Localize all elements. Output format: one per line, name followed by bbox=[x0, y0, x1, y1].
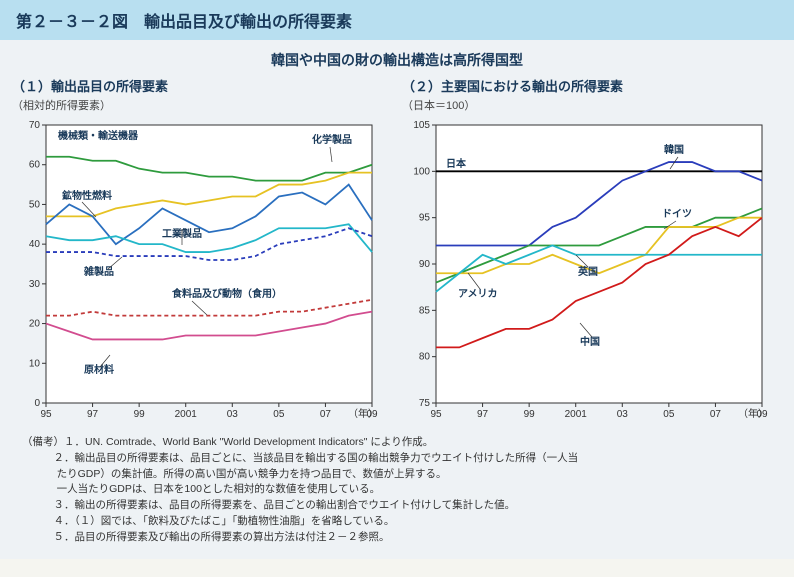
x-unit: （年） bbox=[738, 407, 768, 420]
chart1-subtitle: （相対的所得要素） bbox=[12, 97, 392, 113]
chart2-title: （２）主要国における輸出の所得要素 bbox=[402, 76, 782, 95]
x-tick-label: 07 bbox=[710, 409, 722, 420]
note-1: （備考）１．UN. Comtrade、World Bank "World Dev… bbox=[22, 435, 772, 451]
figure-subtitle: 韓国や中国の財の輸出構造は高所得国型 bbox=[0, 40, 794, 76]
label-china: 中国 bbox=[580, 335, 600, 348]
note-2a: ２．輸出品目の所得要素は、品目ごとに、当該品目を輸出する国の輸出競争力でウエイト… bbox=[22, 451, 772, 467]
label-germany: ドイツ bbox=[662, 208, 692, 220]
x-tick-label: 95 bbox=[430, 409, 442, 420]
note-5: ５．品目の所得要素及び輸出の所得要素の算出方法は付注２－２参照。 bbox=[22, 530, 772, 546]
label-chemical: 化学製品 bbox=[312, 133, 352, 146]
label-food: 食料品及び動物（食用） bbox=[171, 287, 282, 300]
note-3: ３．輸出の所得要素は、品目の所得要素を、品目ごとの輸出割合でウエイト付けして集計… bbox=[22, 498, 772, 514]
chart2-svg: 7580859095100105959799200103050709（年）日本韓… bbox=[402, 117, 772, 427]
note-2b: たりGDP）の集計値。所得の高い国が高い競争力を持つ品目で、数値が上昇する。 bbox=[22, 467, 772, 483]
y-tick-label: 50 bbox=[29, 199, 41, 210]
label-japan: 日本 bbox=[446, 157, 467, 170]
y-tick-label: 70 bbox=[29, 120, 41, 131]
label-korea: 韓国 bbox=[664, 143, 684, 156]
x-unit: （年） bbox=[348, 407, 378, 420]
y-tick-label: 85 bbox=[419, 305, 431, 316]
y-tick-label: 80 bbox=[419, 352, 431, 363]
y-tick-label: 10 bbox=[29, 358, 41, 369]
label-usa: アメリカ bbox=[458, 288, 498, 300]
y-tick-label: 95 bbox=[419, 213, 431, 224]
x-tick-label: 03 bbox=[227, 409, 239, 420]
x-tick-label: 07 bbox=[320, 409, 332, 420]
label-minerals: 鉱物性燃料 bbox=[62, 189, 112, 202]
x-tick-label: 05 bbox=[663, 409, 675, 420]
plot-area bbox=[46, 125, 372, 403]
x-tick-label: 99 bbox=[524, 409, 536, 420]
charts-row: （１）輸出品目の所得要素 （相対的所得要素） 0 10 20 30 40 50 60 70 95… bbox=[0, 76, 794, 427]
label-raw: 原材料 bbox=[84, 363, 114, 376]
chart2-subtitle: （日本＝100） bbox=[402, 97, 782, 113]
note-2c: 一人当たりGDPは、日本を100とした相対的な数値を使用している。 bbox=[22, 482, 772, 498]
y-tick-label: 40 bbox=[29, 239, 41, 250]
x-tick-label: 99 bbox=[134, 409, 146, 420]
x-tick-label: 95 bbox=[40, 409, 52, 420]
figure-container: 第２－３－２図 輸出品目及び輸出の所得要素 韓国や中国の財の輸出構造は高所得国型… bbox=[0, 0, 794, 559]
label-misc: 雑製品 bbox=[83, 265, 114, 278]
chart1-block: （１）輸出品目の所得要素 （相対的所得要素） 0 10 20 30 40 50 60 70 95… bbox=[12, 76, 392, 427]
figure-header: 第２－３－２図 輸出品目及び輸出の所得要素 bbox=[0, 0, 794, 40]
x-tick-label: 2001 bbox=[565, 409, 588, 420]
x-tick-label: 97 bbox=[87, 409, 99, 420]
y-tick-label: 100 bbox=[413, 166, 430, 177]
y-tick-label: 0 bbox=[34, 398, 40, 409]
y-tick-label: 75 bbox=[419, 398, 431, 409]
y-tick-label: 30 bbox=[29, 279, 41, 290]
x-tick-label: 05 bbox=[273, 409, 285, 420]
y-tick-label: 90 bbox=[419, 259, 431, 270]
y-tick-label: 20 bbox=[29, 319, 41, 330]
y-tick-label: 60 bbox=[29, 160, 41, 171]
notes-block: （備考）１．UN. Comtrade、World Bank "World Dev… bbox=[0, 427, 794, 549]
x-tick-label: 2001 bbox=[175, 409, 198, 420]
chart1-svg: 010203040506070959799200103050709（年）機械類・… bbox=[12, 117, 382, 427]
y-tick-label: 105 bbox=[413, 120, 430, 131]
x-tick-label: 97 bbox=[477, 409, 489, 420]
label-machinery: 機械類・輸送機器 bbox=[58, 129, 139, 142]
note-4: ４．（１）図では、「飲料及びたばこ」「動植物性油脂」を省略している。 bbox=[22, 514, 772, 530]
chart2-block: （２）主要国における輸出の所得要素 （日本＝100） 75 80 85 90 95 100… bbox=[402, 76, 782, 427]
x-tick-label: 03 bbox=[617, 409, 629, 420]
chart1-title: （１）輸出品目の所得要素 bbox=[12, 76, 392, 95]
